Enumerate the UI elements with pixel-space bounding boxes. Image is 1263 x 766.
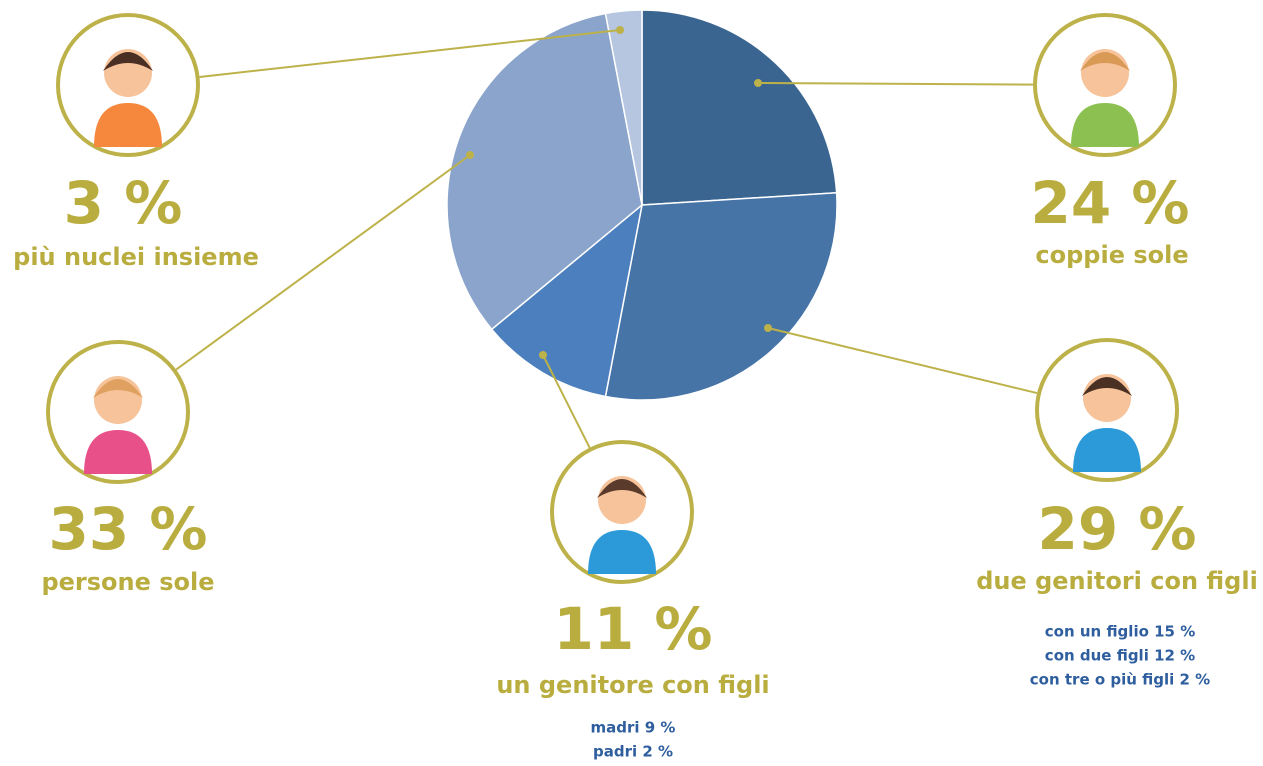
pie-slice	[641, 9, 838, 206]
icon-body	[1073, 428, 1141, 472]
leader-line	[175, 154, 471, 371]
detail-label: con tre o più figli 2 %	[1030, 671, 1210, 689]
value-label: 3 %	[64, 169, 183, 237]
value-label: 11 %	[553, 595, 712, 663]
icon-hair	[597, 479, 647, 498]
icon-body	[1071, 103, 1139, 147]
leader-dot	[764, 324, 772, 332]
leader-dot	[754, 79, 762, 87]
detail-label: padri 2 %	[593, 743, 673, 761]
person-icon	[1035, 338, 1179, 482]
person-icon	[1033, 13, 1177, 157]
leader-dot	[616, 26, 624, 34]
leader-dot	[466, 151, 474, 159]
leader-line	[757, 82, 1034, 86]
leader-line	[767, 327, 1038, 395]
icon-hair	[103, 52, 153, 71]
value-label: 29 %	[1037, 495, 1196, 563]
pie-slice	[604, 9, 643, 206]
icon-body	[84, 430, 152, 474]
detail-label: con due figli 12 %	[1045, 647, 1195, 665]
icon-hair	[1082, 377, 1132, 396]
person-icon	[46, 340, 190, 484]
category-label: un genitore con figli	[496, 671, 769, 699]
category-label: persone sole	[41, 568, 214, 596]
person-icon	[550, 440, 694, 584]
icon-body	[588, 530, 656, 574]
category-label: più nuclei insieme	[13, 243, 259, 271]
category-label: coppie sole	[1035, 241, 1188, 269]
icon-body	[94, 103, 162, 147]
leader-dot	[539, 351, 547, 359]
leader-line	[199, 29, 621, 78]
icon-hair	[1080, 52, 1130, 71]
person-icon	[56, 13, 200, 157]
detail-label: con un figlio 15 %	[1045, 623, 1195, 641]
value-label: 33 %	[48, 495, 207, 563]
detail-label: madri 9 %	[591, 719, 676, 737]
leader-line	[542, 354, 591, 449]
pie-slice	[490, 203, 644, 398]
pie-slice	[604, 191, 838, 401]
pie-slice	[446, 12, 643, 331]
category-label: due genitori con figli	[976, 567, 1258, 595]
value-label: 24 %	[1030, 169, 1189, 237]
icon-hair	[93, 379, 143, 398]
